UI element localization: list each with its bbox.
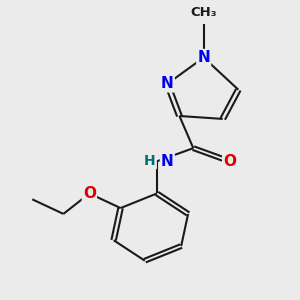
Text: N: N bbox=[197, 50, 210, 65]
Text: N: N bbox=[161, 154, 174, 169]
Text: O: O bbox=[223, 154, 236, 169]
Text: CH₃: CH₃ bbox=[190, 6, 217, 19]
Text: N: N bbox=[161, 76, 174, 91]
Text: H: H bbox=[144, 154, 156, 168]
Text: O: O bbox=[83, 186, 96, 201]
